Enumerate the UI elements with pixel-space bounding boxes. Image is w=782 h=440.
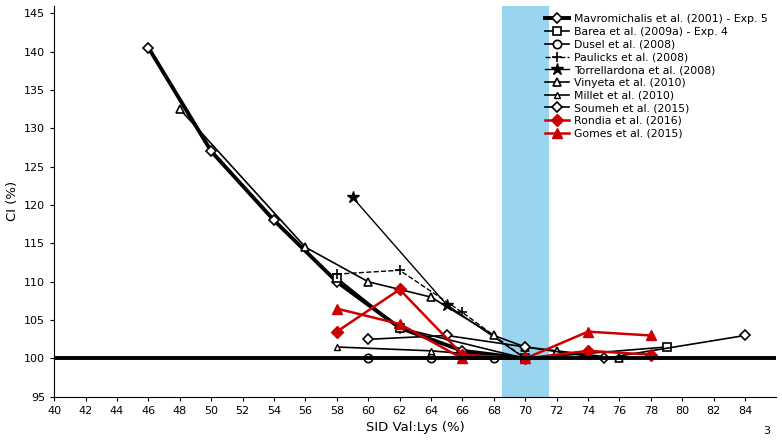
Vinyeta et al. (2010): [521, 345, 530, 350]
Barea et al. (2009a) - Exp. 4: [662, 345, 671, 350]
Torrellardona et al. (2008): [348, 195, 357, 200]
Soumeh et al. (2015): [364, 337, 373, 342]
Barea et al. (2009a) - Exp. 4: [395, 325, 404, 330]
X-axis label: SID Val:Lys (%): SID Val:Lys (%): [366, 422, 465, 434]
Vinyeta et al. (2010): [175, 106, 185, 112]
Rondia et al. (2016): [332, 329, 342, 334]
Millet et al. (2010): [426, 348, 436, 353]
Gomes et al. (2015): [395, 321, 404, 326]
Mavromichalis et al. (2001) - Exp. 5: [269, 218, 278, 223]
Text: 3: 3: [763, 425, 770, 436]
Rondia et al. (2016): [521, 356, 530, 361]
Vinyeta et al. (2010): [301, 245, 310, 250]
Millet et al. (2010): [332, 345, 342, 350]
Gomes et al. (2015): [521, 356, 530, 361]
Gomes et al. (2015): [646, 333, 655, 338]
Vinyeta et al. (2010): [552, 348, 561, 353]
Rondia et al. (2016): [583, 348, 593, 353]
Mavromichalis et al. (2001) - Exp. 5: [206, 149, 216, 154]
Vinyeta et al. (2010): [364, 279, 373, 284]
Dusel et al. (2008): [490, 356, 499, 361]
Line: Millet et al. (2010): Millet et al. (2010): [333, 344, 529, 362]
Soumeh et al. (2015): [599, 356, 608, 361]
Mavromichalis et al. (2001) - Exp. 5: [521, 356, 530, 361]
Mavromichalis et al. (2001) - Exp. 5: [332, 279, 342, 284]
Legend: Mavromichalis et al. (2001) - Exp. 5, Barea et al. (2009a) - Exp. 4, Dusel et al: Mavromichalis et al. (2001) - Exp. 5, Ba…: [541, 11, 771, 142]
Line: Soumeh et al. (2015): Soumeh et al. (2015): [364, 332, 748, 362]
Mavromichalis et al. (2001) - Exp. 5: [457, 348, 467, 353]
Line: Paulicks et al. (2008): Paulicks et al. (2008): [332, 265, 530, 363]
Barea et al. (2009a) - Exp. 4: [521, 356, 530, 361]
Paulicks et al. (2008): [457, 310, 467, 315]
Dusel et al. (2008): [426, 356, 436, 361]
Rondia et al. (2016): [395, 287, 404, 292]
Mavromichalis et al. (2001) - Exp. 5: [395, 325, 404, 330]
Gomes et al. (2015): [583, 329, 593, 334]
Gomes et al. (2015): [457, 356, 467, 361]
Bar: [502, 6, 549, 397]
Dusel et al. (2008): [364, 356, 373, 361]
Line: Gomes et al. (2015): Gomes et al. (2015): [332, 304, 656, 363]
Vinyeta et al. (2010): [426, 294, 436, 300]
Line: Vinyeta et al. (2010): Vinyeta et al. (2010): [176, 105, 623, 363]
Gomes et al. (2015): [332, 306, 342, 311]
Line: Dusel et al. (2008): Dusel et al. (2008): [364, 354, 529, 363]
Barea et al. (2009a) - Exp. 4: [332, 275, 342, 281]
Line: Torrellardona et al. (2008): Torrellardona et al. (2008): [346, 191, 532, 365]
Paulicks et al. (2008): [395, 268, 404, 273]
Paulicks et al. (2008): [521, 356, 530, 361]
Vinyeta et al. (2010): [615, 356, 624, 361]
Rondia et al. (2016): [646, 352, 655, 357]
Dusel et al. (2008): [521, 356, 530, 361]
Paulicks et al. (2008): [332, 271, 342, 277]
Torrellardona et al. (2008): [521, 356, 530, 361]
Millet et al. (2010): [521, 356, 530, 361]
Soumeh et al. (2015): [442, 333, 451, 338]
Y-axis label: CI (%): CI (%): [5, 181, 19, 221]
Soumeh et al. (2015): [521, 345, 530, 350]
Mavromichalis et al. (2001) - Exp. 5: [144, 45, 153, 51]
Soumeh et al. (2015): [741, 333, 750, 338]
Vinyeta et al. (2010): [490, 333, 499, 338]
Line: Mavromichalis et al. (2001) - Exp. 5: Mavromichalis et al. (2001) - Exp. 5: [145, 44, 529, 362]
Torrellardona et al. (2008): [442, 302, 451, 308]
Line: Rondia et al. (2016): Rondia et al. (2016): [332, 285, 655, 363]
Rondia et al. (2016): [457, 352, 467, 357]
Line: Barea et al. (2009a) - Exp. 4: Barea et al. (2009a) - Exp. 4: [332, 274, 671, 363]
